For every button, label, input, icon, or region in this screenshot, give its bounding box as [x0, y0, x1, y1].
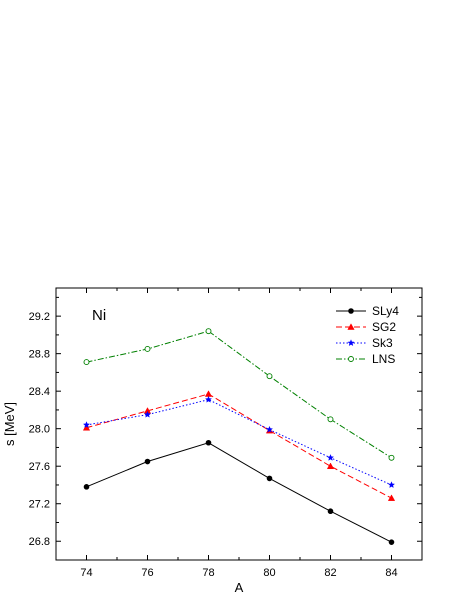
legend-label-sk3: Sk3 — [372, 336, 393, 350]
data-point-sly4 — [144, 458, 151, 465]
y-tick-label: 28.8 — [29, 349, 50, 361]
y-tick-label: 27.6 — [29, 461, 50, 473]
legend-marker-lns — [348, 356, 354, 362]
data-point-lns — [327, 416, 334, 423]
x-tick-label: 76 — [141, 567, 153, 579]
series-sly4 — [83, 439, 395, 545]
data-point-sk3 — [265, 425, 274, 433]
data-point-sk3 — [82, 421, 91, 428]
x-axis-title: A — [235, 580, 244, 595]
y-tick-label: 28.4 — [29, 386, 50, 398]
data-point-sk3 — [387, 481, 396, 488]
y-tick-label: 26.8 — [29, 536, 50, 548]
data-point-lns — [266, 373, 273, 380]
data-point-sly4 — [83, 484, 90, 490]
legend-label-sg2: SG2 — [372, 320, 396, 334]
data-point-lns — [205, 328, 212, 335]
data-point-sly4 — [266, 475, 273, 482]
series-layer — [82, 328, 396, 545]
y-tick-label: 28.0 — [29, 424, 50, 436]
legend-marker-sg2 — [347, 323, 355, 330]
series-lns — [83, 328, 395, 461]
series-sk3 — [82, 395, 396, 488]
y-tick-label: 27.2 — [29, 499, 50, 511]
y-axis-title: s [MeV] — [2, 402, 17, 446]
x-tick-label: 74 — [80, 567, 92, 579]
x-tick-label: 84 — [385, 567, 397, 579]
data-point-sly4 — [388, 539, 395, 545]
data-point-sly4 — [327, 508, 334, 515]
data-point-sg2 — [204, 390, 213, 397]
series-line-sg2 — [86, 393, 392, 499]
data-point-lns — [144, 346, 151, 352]
legend-marker-sly4 — [348, 308, 354, 314]
x-tick-label: 82 — [324, 567, 336, 579]
x-tick-label: 80 — [263, 567, 275, 579]
series-line-sk3 — [86, 399, 392, 486]
plot-frame — [55, 287, 423, 561]
data-point-sk3 — [204, 395, 213, 403]
data-point-sk3 — [326, 454, 335, 461]
legend-marker-sk3 — [347, 339, 355, 347]
legend-label-sly4: SLy4 — [372, 304, 399, 318]
data-point-sg2 — [387, 494, 396, 501]
legend: SLy4 SG2 Sk3 LNS — [336, 304, 399, 366]
series-sg2 — [82, 390, 396, 501]
series-line-lns — [86, 330, 392, 459]
data-point-sg2 — [326, 462, 335, 470]
legend-label-lns: LNS — [372, 352, 395, 366]
data-point-sk3 — [143, 410, 152, 418]
series-line-sly4 — [86, 442, 392, 543]
y-tick-label: 29.2 — [29, 311, 50, 323]
x-tick-label: 78 — [202, 567, 214, 579]
data-point-lns — [388, 454, 395, 461]
data-point-lns — [83, 359, 90, 366]
data-point-sly4 — [205, 439, 212, 446]
axis-ticks: 74 76 78 80 82 84 26.8 27.2 27.6 28.0 28.4 28.8 29.2 — [29, 288, 422, 579]
panel-annotation: Ni — [92, 307, 106, 324]
